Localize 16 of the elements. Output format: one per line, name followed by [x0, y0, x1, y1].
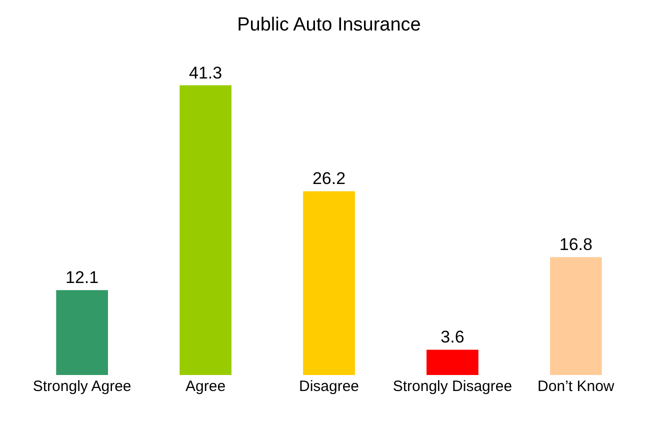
- bar: [180, 85, 232, 375]
- x-tick-label: Don’t Know: [538, 378, 614, 395]
- data-label: 12.1: [66, 268, 99, 288]
- data-label: 41.3: [188, 63, 222, 82]
- x-tick-label: Strongly Disagree: [392, 378, 512, 395]
- x-tick-label: Disagree: [298, 378, 360, 395]
- chart-title: Public Auto Insurance: [237, 14, 421, 36]
- x-tick-label: Strongly Agree: [32, 378, 132, 395]
- bar: [303, 191, 355, 375]
- bar: [550, 257, 602, 375]
- bar: [56, 290, 108, 375]
- bar: [426, 350, 478, 375]
- x-tick-label: Agree: [186, 378, 226, 395]
- data-label: 16.8: [559, 235, 592, 254]
- data-label: 3.6: [440, 328, 464, 347]
- data-label: 26.2: [312, 169, 346, 188]
